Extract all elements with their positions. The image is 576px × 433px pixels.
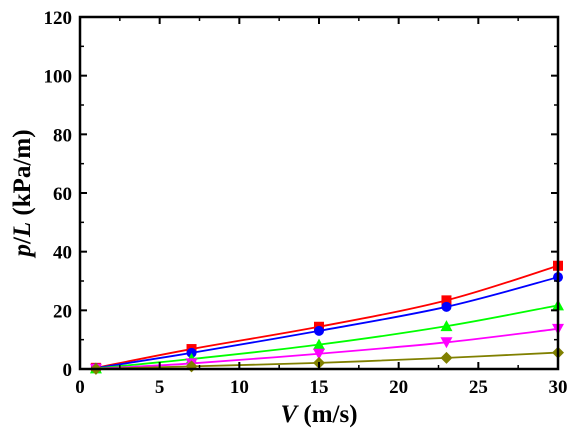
y-tick-label: 100 xyxy=(44,67,73,88)
tick-labels-layer: 0 5 10 15 20 25 30 0 20 40 60 80 100 120 xyxy=(44,8,568,398)
data-point xyxy=(440,320,453,332)
x-tick-label: 30 xyxy=(549,377,568,398)
data-point xyxy=(440,337,453,349)
y-axis-title: p/L (kPa/m) xyxy=(9,129,36,258)
data-point xyxy=(186,347,197,358)
plot-frame xyxy=(78,15,560,371)
x-tick-label: 0 xyxy=(75,377,85,398)
y-axis-sep: / xyxy=(9,236,36,245)
data-point xyxy=(441,295,452,306)
x-tick-label: 5 xyxy=(155,377,165,398)
y-axis-var-l: L xyxy=(9,222,36,238)
x-axis-unit: (m/s) xyxy=(297,401,357,428)
ticks-layer xyxy=(79,16,559,370)
data-point xyxy=(314,325,324,336)
x-axis-var: V xyxy=(280,401,299,428)
y-tick-label: 80 xyxy=(53,125,72,146)
x-tick-label: 20 xyxy=(389,377,408,398)
x-tick-label: 10 xyxy=(230,377,249,398)
y-tick-label: 60 xyxy=(53,184,72,205)
y-tick-label: 20 xyxy=(53,301,72,322)
x-tick-label: 15 xyxy=(310,377,329,398)
y-tick-label: 120 xyxy=(44,8,73,29)
y-axis-unit: (kPa/m) xyxy=(9,129,36,221)
series-line xyxy=(95,351,559,370)
y-axis-var-p: p xyxy=(9,244,36,259)
series-layer xyxy=(89,260,564,375)
data-point xyxy=(313,348,325,360)
data-point xyxy=(313,338,325,350)
x-axis-title: V (m/s) xyxy=(280,401,357,428)
y-tick-label: 40 xyxy=(53,243,72,264)
data-point xyxy=(441,301,452,312)
y-tick-label: 0 xyxy=(63,360,73,381)
data-point xyxy=(440,351,453,364)
x-tick-label: 25 xyxy=(469,377,488,398)
